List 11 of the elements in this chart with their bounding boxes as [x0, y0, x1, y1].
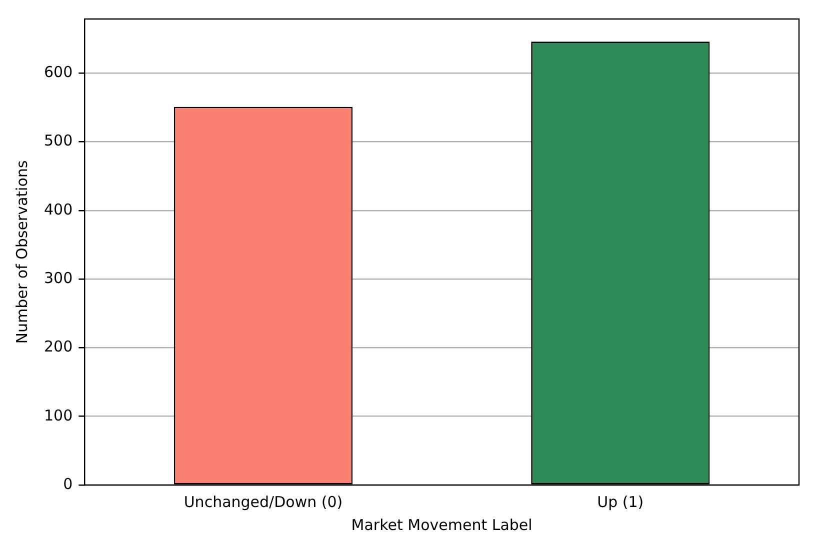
y-tick-label: 100: [44, 406, 73, 424]
y-tick-label: 600: [44, 63, 73, 82]
x-axis-title: Market Movement Label: [351, 516, 532, 534]
y-tick-label: 200: [44, 338, 73, 356]
y-tick-label: 500: [44, 132, 73, 150]
y-axis-title: Number of Observations: [12, 160, 31, 344]
y-tick-label: 300: [44, 269, 73, 287]
x-tick-label: Up (1): [597, 492, 644, 511]
y-tick-label: 400: [44, 200, 73, 218]
x-tick-label: Unchanged/Down (0): [184, 492, 343, 511]
y-tick-label: 0: [63, 474, 73, 493]
